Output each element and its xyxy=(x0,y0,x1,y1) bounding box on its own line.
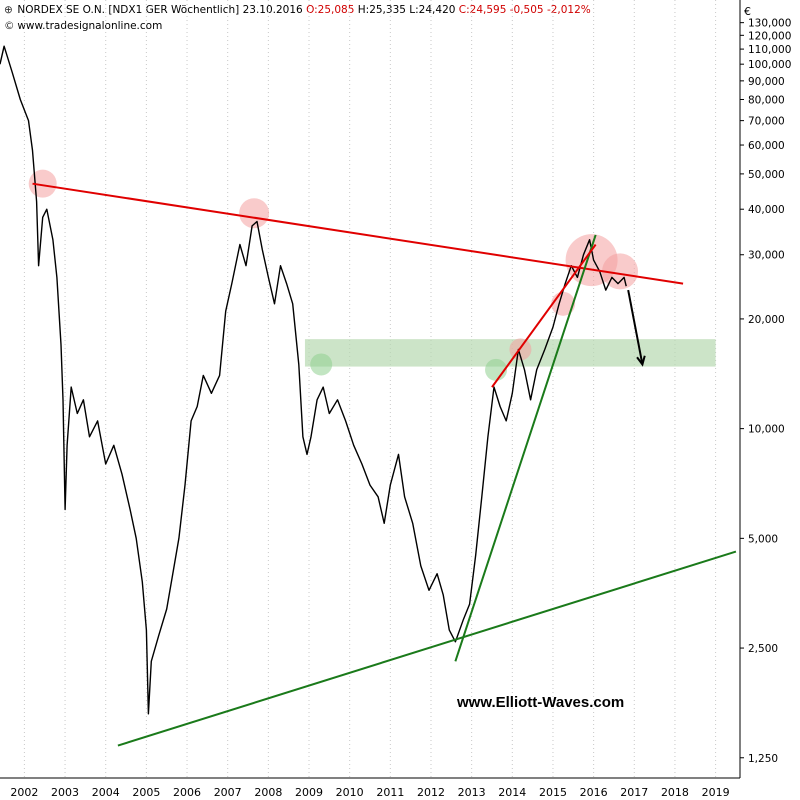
x-tick-label: 2013 xyxy=(458,786,486,799)
y-tick-label: 1,250 xyxy=(748,753,778,765)
x-tick-label: 2004 xyxy=(92,786,120,799)
y-tick-label: 50,000 xyxy=(748,169,785,181)
high-value: H:25,335 xyxy=(357,4,406,16)
x-tick-label: 2009 xyxy=(295,786,323,799)
x-tick-label: 2018 xyxy=(661,786,689,799)
y-tick-label: 130,000 xyxy=(748,18,791,30)
x-tick-label: 2002 xyxy=(10,786,38,799)
x-tick-label: 2015 xyxy=(539,786,567,799)
x-tick-label: 2011 xyxy=(376,786,404,799)
instrument-name: NORDEX SE O.N. xyxy=(17,4,106,16)
highlight-marker xyxy=(239,198,270,229)
y-tick-label: 100,000 xyxy=(748,59,791,71)
y-tick-label: 10,000 xyxy=(748,424,785,436)
y-tick-label: 2,500 xyxy=(748,643,778,655)
x-tick-label: 2016 xyxy=(580,786,608,799)
watermark: www.Elliott-Waves.com xyxy=(457,694,625,711)
y-tick-label: 20,000 xyxy=(748,314,785,326)
x-tick-label: 2006 xyxy=(173,786,201,799)
x-tick-label: 2017 xyxy=(620,786,648,799)
steep-support-trendline xyxy=(454,234,597,662)
forecast-arrow-head xyxy=(636,355,646,367)
y-tick-label: 40,000 xyxy=(748,204,785,216)
x-tick-label: 2003 xyxy=(51,786,79,799)
x-tick-label: 2012 xyxy=(417,786,445,799)
y-tick-label: 110,000 xyxy=(748,44,791,56)
change-value: -0,505 xyxy=(509,4,544,16)
x-tick-label: 2005 xyxy=(132,786,160,799)
close-value: C:24,595 xyxy=(458,4,507,16)
y-tick-label: 60,000 xyxy=(748,140,785,152)
y-tick-label: 70,000 xyxy=(748,116,785,128)
source-line: © www.tradesignalonline.com xyxy=(4,20,162,32)
y-tick-label: 5,000 xyxy=(748,533,778,545)
x-tick-label: 2008 xyxy=(254,786,282,799)
low-value: L:24,420 xyxy=(409,4,456,16)
resistance-trendline xyxy=(32,182,684,285)
y-tick-label: 80,000 xyxy=(748,94,785,106)
price-line xyxy=(0,45,627,715)
forecast-arrow xyxy=(627,289,644,365)
red-channel-trendline xyxy=(491,243,597,388)
open-value: O:25,085 xyxy=(306,4,355,16)
source-url[interactable]: www.tradesignalonline.com xyxy=(17,20,163,32)
change-percent: -2,012% xyxy=(546,4,591,16)
quote-date: 23.10.2016 xyxy=(242,4,303,16)
x-tick-label: 2007 xyxy=(214,786,242,799)
y-tick-label: 30,000 xyxy=(748,250,785,262)
x-tick-label: 2019 xyxy=(702,786,730,799)
y-tick-label: 90,000 xyxy=(748,76,785,88)
x-tick-label: 2010 xyxy=(336,786,364,799)
instrument-icon: ⊕ xyxy=(4,4,13,16)
chart-header: ⊕ NORDEX SE O.N. [NDX1 GER Wöchentlich] … xyxy=(4,4,591,16)
currency-label: € xyxy=(744,5,751,18)
y-tick-label: 120,000 xyxy=(748,30,791,42)
instrument-code: [NDX1 GER xyxy=(108,4,168,16)
interval-label: Wöchentlich] xyxy=(171,4,240,16)
long-support-trendline xyxy=(117,550,737,747)
x-tick-label: 2014 xyxy=(498,786,526,799)
copyright-icon: © xyxy=(4,20,15,32)
highlight-marker xyxy=(310,353,333,376)
highlight-marker xyxy=(551,291,576,316)
